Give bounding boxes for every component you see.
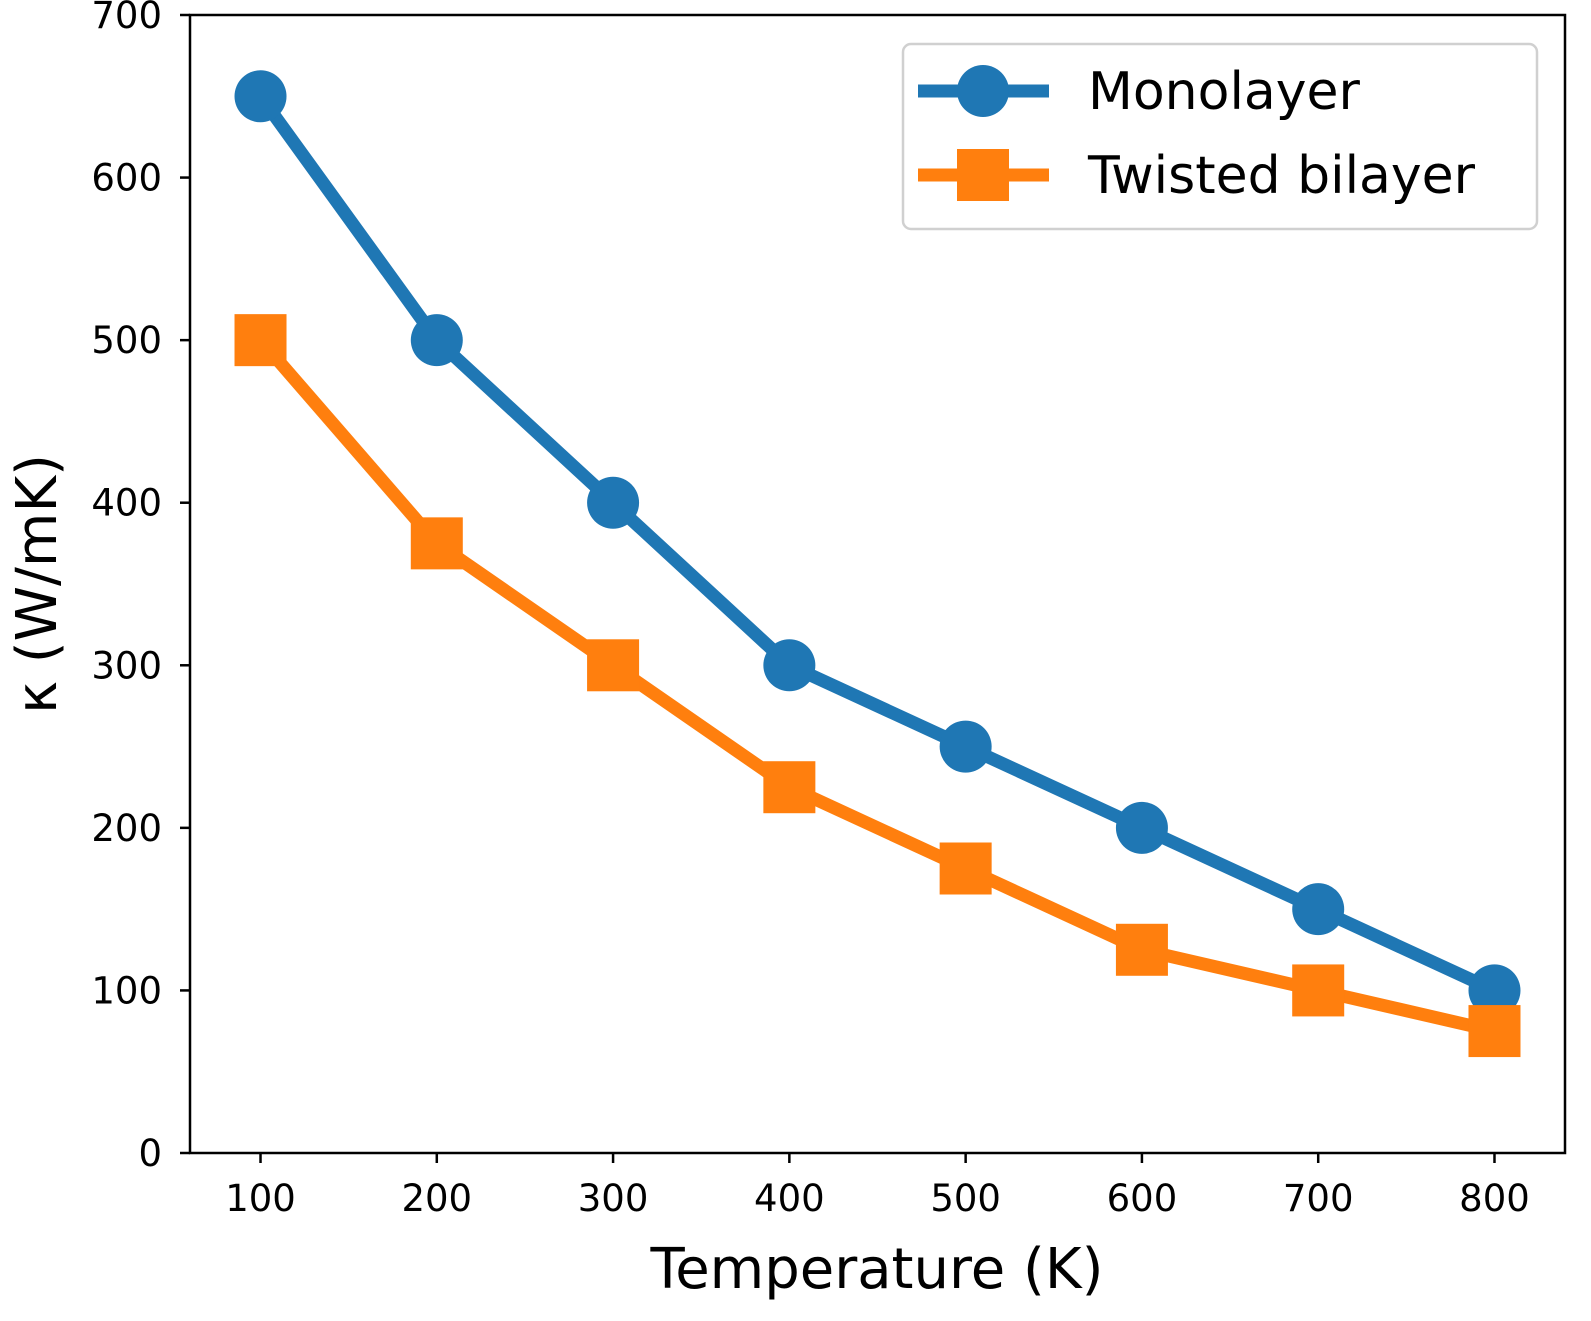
x-axis: 100 200 300 400 500 600 700 800	[225, 1153, 1530, 1220]
y-axis: 0 100 200 300 400 500 600 700	[91, 0, 190, 1175]
data-point	[763, 761, 816, 814]
data-point	[587, 476, 640, 529]
data-point	[234, 70, 287, 123]
series-line	[255, 92, 1498, 997]
legend-label: Monolayer	[1088, 62, 1361, 122]
series-monolayer	[234, 70, 1521, 1017]
data-point	[1292, 883, 1345, 936]
series-line	[255, 335, 1496, 1038]
x-tick-label: 200	[401, 1177, 472, 1220]
y-tick-label: 400	[91, 482, 162, 525]
data-point	[763, 639, 816, 692]
x-tick-label: 400	[754, 1177, 825, 1220]
y-tick-label: 700	[91, 0, 162, 37]
data-point	[410, 314, 463, 367]
y-tick-label: 300	[91, 644, 162, 687]
x-tick-label: 800	[1459, 1177, 1530, 1220]
plot-area	[234, 70, 1521, 1058]
data-point	[1468, 1005, 1521, 1058]
y-tick-label: 500	[91, 319, 162, 362]
x-tick-label: 600	[1107, 1177, 1178, 1220]
x-tick-label: 700	[1283, 1177, 1354, 1220]
data-point	[1292, 964, 1345, 1017]
legend: Monolayer Twisted bilayer	[901, 42, 1539, 231]
y-axis-label: κ (W/mK)	[5, 454, 70, 714]
data-point	[1115, 923, 1168, 976]
legend-item: Monolayer	[918, 62, 1361, 122]
legend-label: Twisted bilayer	[1087, 146, 1476, 206]
data-point	[939, 720, 992, 773]
data-point	[1115, 801, 1168, 854]
legend-marker	[957, 149, 1009, 201]
data-point	[410, 517, 463, 570]
series-twisted-bilayer	[234, 314, 1521, 1058]
y-tick-label: 200	[91, 807, 162, 850]
legend-frame	[901, 42, 1539, 231]
x-tick-label: 100	[225, 1177, 296, 1220]
y-tick-label: 100	[91, 969, 162, 1012]
y-tick-label: 600	[91, 157, 162, 200]
y-tick-label: 0	[138, 1132, 162, 1175]
data-point	[939, 842, 992, 895]
data-point	[234, 314, 287, 367]
data-point	[587, 639, 640, 692]
x-axis-label: Temperature (K)	[650, 1237, 1104, 1302]
legend-item: Twisted bilayer	[918, 146, 1476, 206]
axes-frame	[188, 13, 1567, 1155]
x-tick-label: 300	[578, 1177, 649, 1220]
legend-marker	[957, 65, 1009, 117]
data-point	[1468, 964, 1521, 1017]
x-tick-label: 500	[930, 1177, 1001, 1220]
